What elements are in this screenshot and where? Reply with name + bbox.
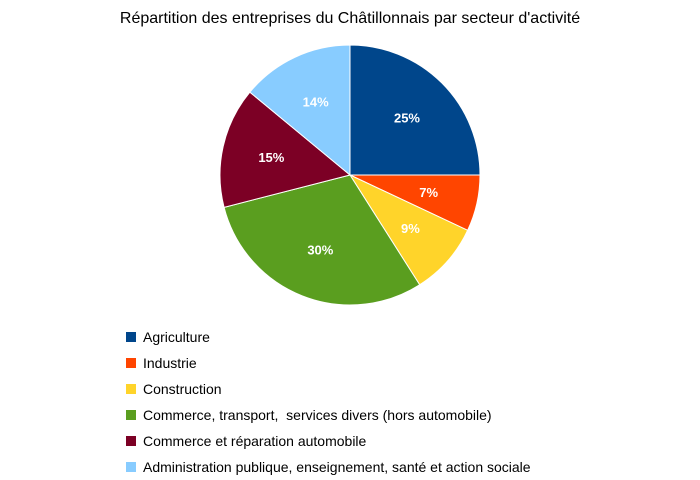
- legend-label: Commerce et réparation automobile: [143, 433, 367, 449]
- pie-slices: [219, 44, 481, 306]
- legend-label: Industrie: [143, 355, 197, 371]
- slice-data-label: 7%: [419, 185, 438, 200]
- pie-slice: [223, 174, 421, 306]
- pie-plot-area: 25% 7% 9% 30% 15% 14%: [219, 44, 481, 306]
- slice-data-label: 9%: [401, 221, 420, 236]
- legend-entry: Construction: [126, 376, 531, 402]
- legend-label: Commerce, transport, services divers (ho…: [143, 407, 492, 423]
- pie-data-labels: 25% 7% 9% 30% 15% 14%: [258, 95, 438, 258]
- pie-slice: [249, 44, 351, 177]
- slice-data-label: 30%: [307, 242, 333, 257]
- legend-label: Administration publique, enseignement, s…: [143, 459, 531, 475]
- legend-label: Agriculture: [143, 329, 210, 345]
- legend-entry: Commerce et réparation automobile: [126, 428, 531, 454]
- chart-legend: Agriculture Industrie Construction Commerce…: [126, 324, 531, 480]
- pie-slice: [349, 44, 481, 176]
- legend-swatch: [126, 332, 136, 342]
- slice-data-label: 25%: [394, 111, 420, 126]
- legend-swatch: [126, 410, 136, 420]
- slice-data-label: 14%: [303, 95, 329, 110]
- legend-entry: Commerce, transport, services divers (ho…: [126, 402, 531, 428]
- pie-slice: [219, 91, 352, 208]
- legend-swatch: [126, 436, 136, 446]
- slice-data-label: 15%: [258, 150, 284, 165]
- legend-swatch: [126, 462, 136, 472]
- legend-entry: Industrie: [126, 350, 531, 376]
- legend-swatch: [126, 384, 136, 394]
- legend-entry: Administration publique, enseignement, s…: [126, 454, 531, 480]
- legend-entry: Agriculture: [126, 324, 531, 350]
- legend-label: Construction: [143, 381, 222, 397]
- chart-title: Répartition des entreprises du Châtillon…: [119, 10, 581, 27]
- legend-swatch: [126, 358, 136, 368]
